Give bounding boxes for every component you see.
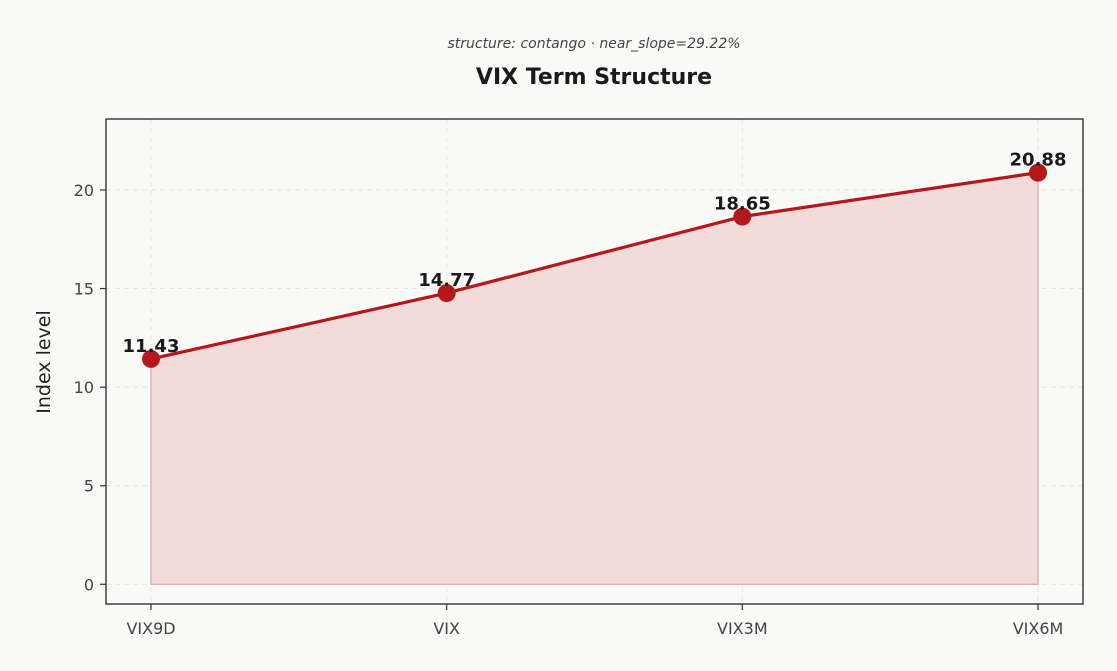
x-tick-label: VIX9D: [126, 619, 175, 638]
series-area: [150, 171, 1039, 586]
x-tick-label: VIX3M: [717, 619, 768, 638]
y-tick-label: 0: [84, 575, 94, 594]
data-label: 18.65: [714, 194, 771, 215]
data-label: 11.43: [123, 336, 180, 357]
y-axis: 0 5 10 15 20: [74, 181, 106, 594]
y-tick-label: 15: [74, 280, 94, 299]
area-fill-layer: [150, 171, 1039, 586]
y-tick-label: 5: [84, 477, 94, 496]
data-label-layer: 11.43 14.77 18.65 20.88: [123, 150, 1067, 357]
marker-layer: [142, 163, 1047, 368]
plot-frame: [105, 118, 1084, 605]
x-axis: VIX9D VIX VIX3M VIX6M: [126, 604, 1063, 638]
x-tick-label: VIX: [433, 619, 460, 638]
data-point: [1029, 163, 1047, 182]
y-axis-label: Index level: [33, 310, 55, 414]
x-tick-label: VIX6M: [1013, 619, 1064, 638]
data-label: 20.88: [1010, 150, 1067, 171]
series-line: [149, 171, 1040, 361]
chart-title: VIX Term Structure: [476, 65, 712, 90]
chart-subtitle: structure: contango · near_slope=29.22%: [447, 36, 740, 52]
data-label: 14.77: [418, 270, 475, 291]
y-tick-label: 20: [74, 181, 94, 200]
y-tick-label: 10: [74, 378, 94, 397]
data-point: [437, 284, 456, 303]
data-point: [142, 349, 160, 368]
data-point: [733, 207, 752, 226]
series-line-layer: [149, 171, 1040, 361]
